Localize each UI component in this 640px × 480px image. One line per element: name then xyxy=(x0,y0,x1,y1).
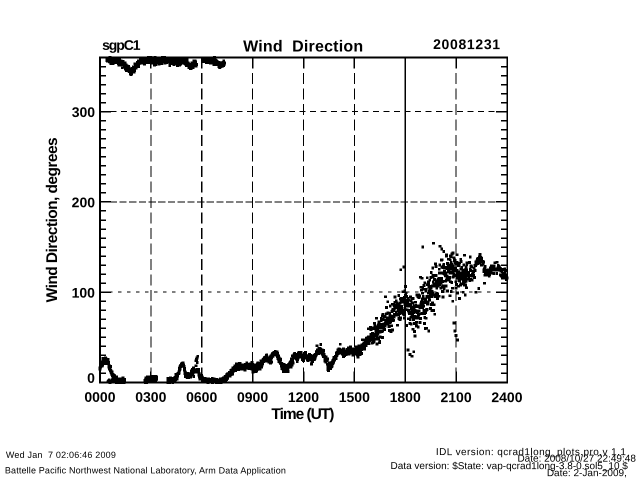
svg-text:Date: 2008/10/27 22:49:48: Date: 2008/10/27 22:49:48 xyxy=(517,454,636,465)
svg-text:0300: 0300 xyxy=(135,389,166,405)
svg-text:Date: 2-Jan-2009,: Date: 2-Jan-2009, xyxy=(547,468,627,479)
svg-text:Wind Direction: Wind Direction xyxy=(243,38,363,55)
svg-text:0: 0 xyxy=(87,370,95,386)
svg-text:300: 300 xyxy=(72,104,96,120)
svg-text:Time (UT): Time (UT) xyxy=(271,406,334,423)
svg-text:Wed Jan 7 02:06:46 2009: Wed Jan 7 02:06:46 2009 xyxy=(6,450,116,460)
svg-text:1800: 1800 xyxy=(390,389,421,405)
svg-text:1200: 1200 xyxy=(288,389,319,405)
svg-text:0000: 0000 xyxy=(84,389,115,405)
svg-text:2400: 2400 xyxy=(491,389,522,405)
svg-text:100: 100 xyxy=(72,285,96,301)
svg-text:0600: 0600 xyxy=(186,389,217,405)
svg-text:IDL version: qcrad1long_plots.: IDL version: qcrad1long_plots.pro,v 1.1 xyxy=(436,447,626,458)
svg-text:Wind Direction, degrees: Wind Direction, degrees xyxy=(44,137,61,302)
svg-text:Data version: $State: vap-qcra: Data version: $State: vap-qcrad1long-3.8… xyxy=(391,461,629,472)
svg-text:Battelle Pacific Northwest Nat: Battelle Pacific Northwest National Labo… xyxy=(5,465,286,475)
svg-text:2100: 2100 xyxy=(440,389,471,405)
svg-text:0900: 0900 xyxy=(237,389,268,405)
svg-text:20081231: 20081231 xyxy=(433,36,500,52)
svg-text:200: 200 xyxy=(72,194,96,210)
svg-text:sgpC1: sgpC1 xyxy=(102,37,141,53)
svg-text:1500: 1500 xyxy=(339,389,370,405)
